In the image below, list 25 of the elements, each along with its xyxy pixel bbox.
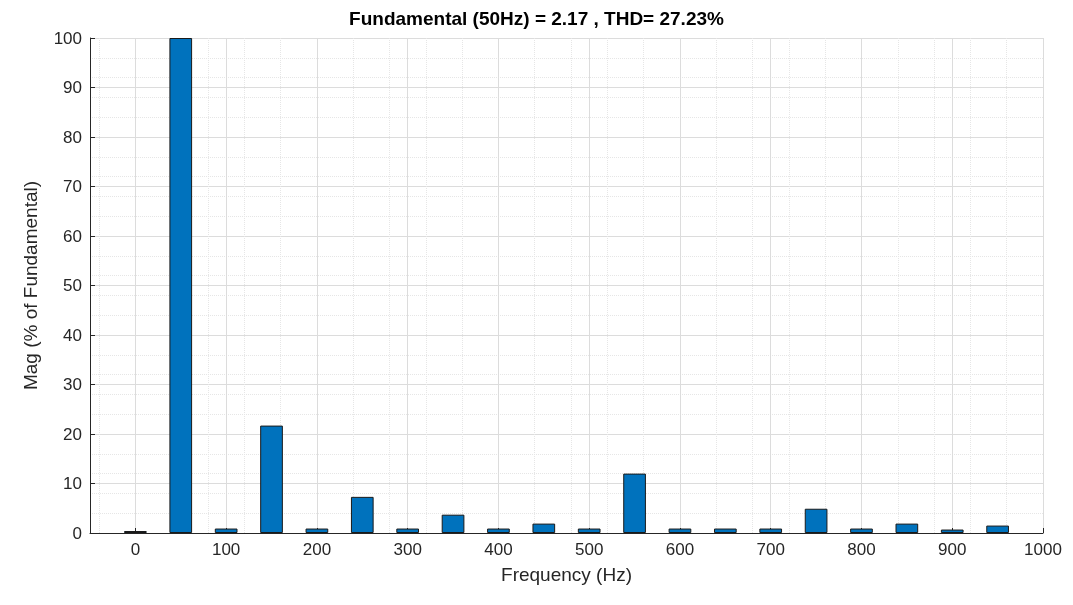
x-tick-label: 500 xyxy=(575,540,604,559)
y-tick-label: 20 xyxy=(63,424,82,444)
x-tick-label: 800 xyxy=(847,540,876,559)
y-tick-label: 40 xyxy=(63,325,82,345)
x-tick-label: 300 xyxy=(393,540,422,559)
x-tick-label: 900 xyxy=(938,540,967,559)
y-tick-label: 70 xyxy=(63,177,82,196)
y-tick-label: 60 xyxy=(63,226,82,246)
y-tick-label: 90 xyxy=(63,78,82,97)
x-axis-title: Frequency (Hz) xyxy=(501,564,632,585)
x-tick-label: 100 xyxy=(211,540,241,559)
chart-title: Fundamental (50Hz) = 2.17 , THD= 27.23% xyxy=(349,8,725,29)
x-tick-label: 400 xyxy=(484,540,513,559)
x-tick-label: 700 xyxy=(756,540,785,559)
y-tick-label: 80 xyxy=(63,127,82,147)
x-tick-label: 1000 xyxy=(1024,540,1062,559)
y-tick-label: 0 xyxy=(72,523,82,543)
y-axis-title: Mag (% of Fundamental) xyxy=(20,180,41,391)
x-tick-label: 600 xyxy=(665,540,695,559)
y-tick-label: 100 xyxy=(53,28,82,48)
y-tick-label: 30 xyxy=(63,375,82,394)
x-tick-label: 0 xyxy=(130,540,141,559)
y-tick-label: 50 xyxy=(63,276,82,295)
x-tick-label: 200 xyxy=(302,540,332,559)
y-tick-label: 10 xyxy=(63,474,82,493)
